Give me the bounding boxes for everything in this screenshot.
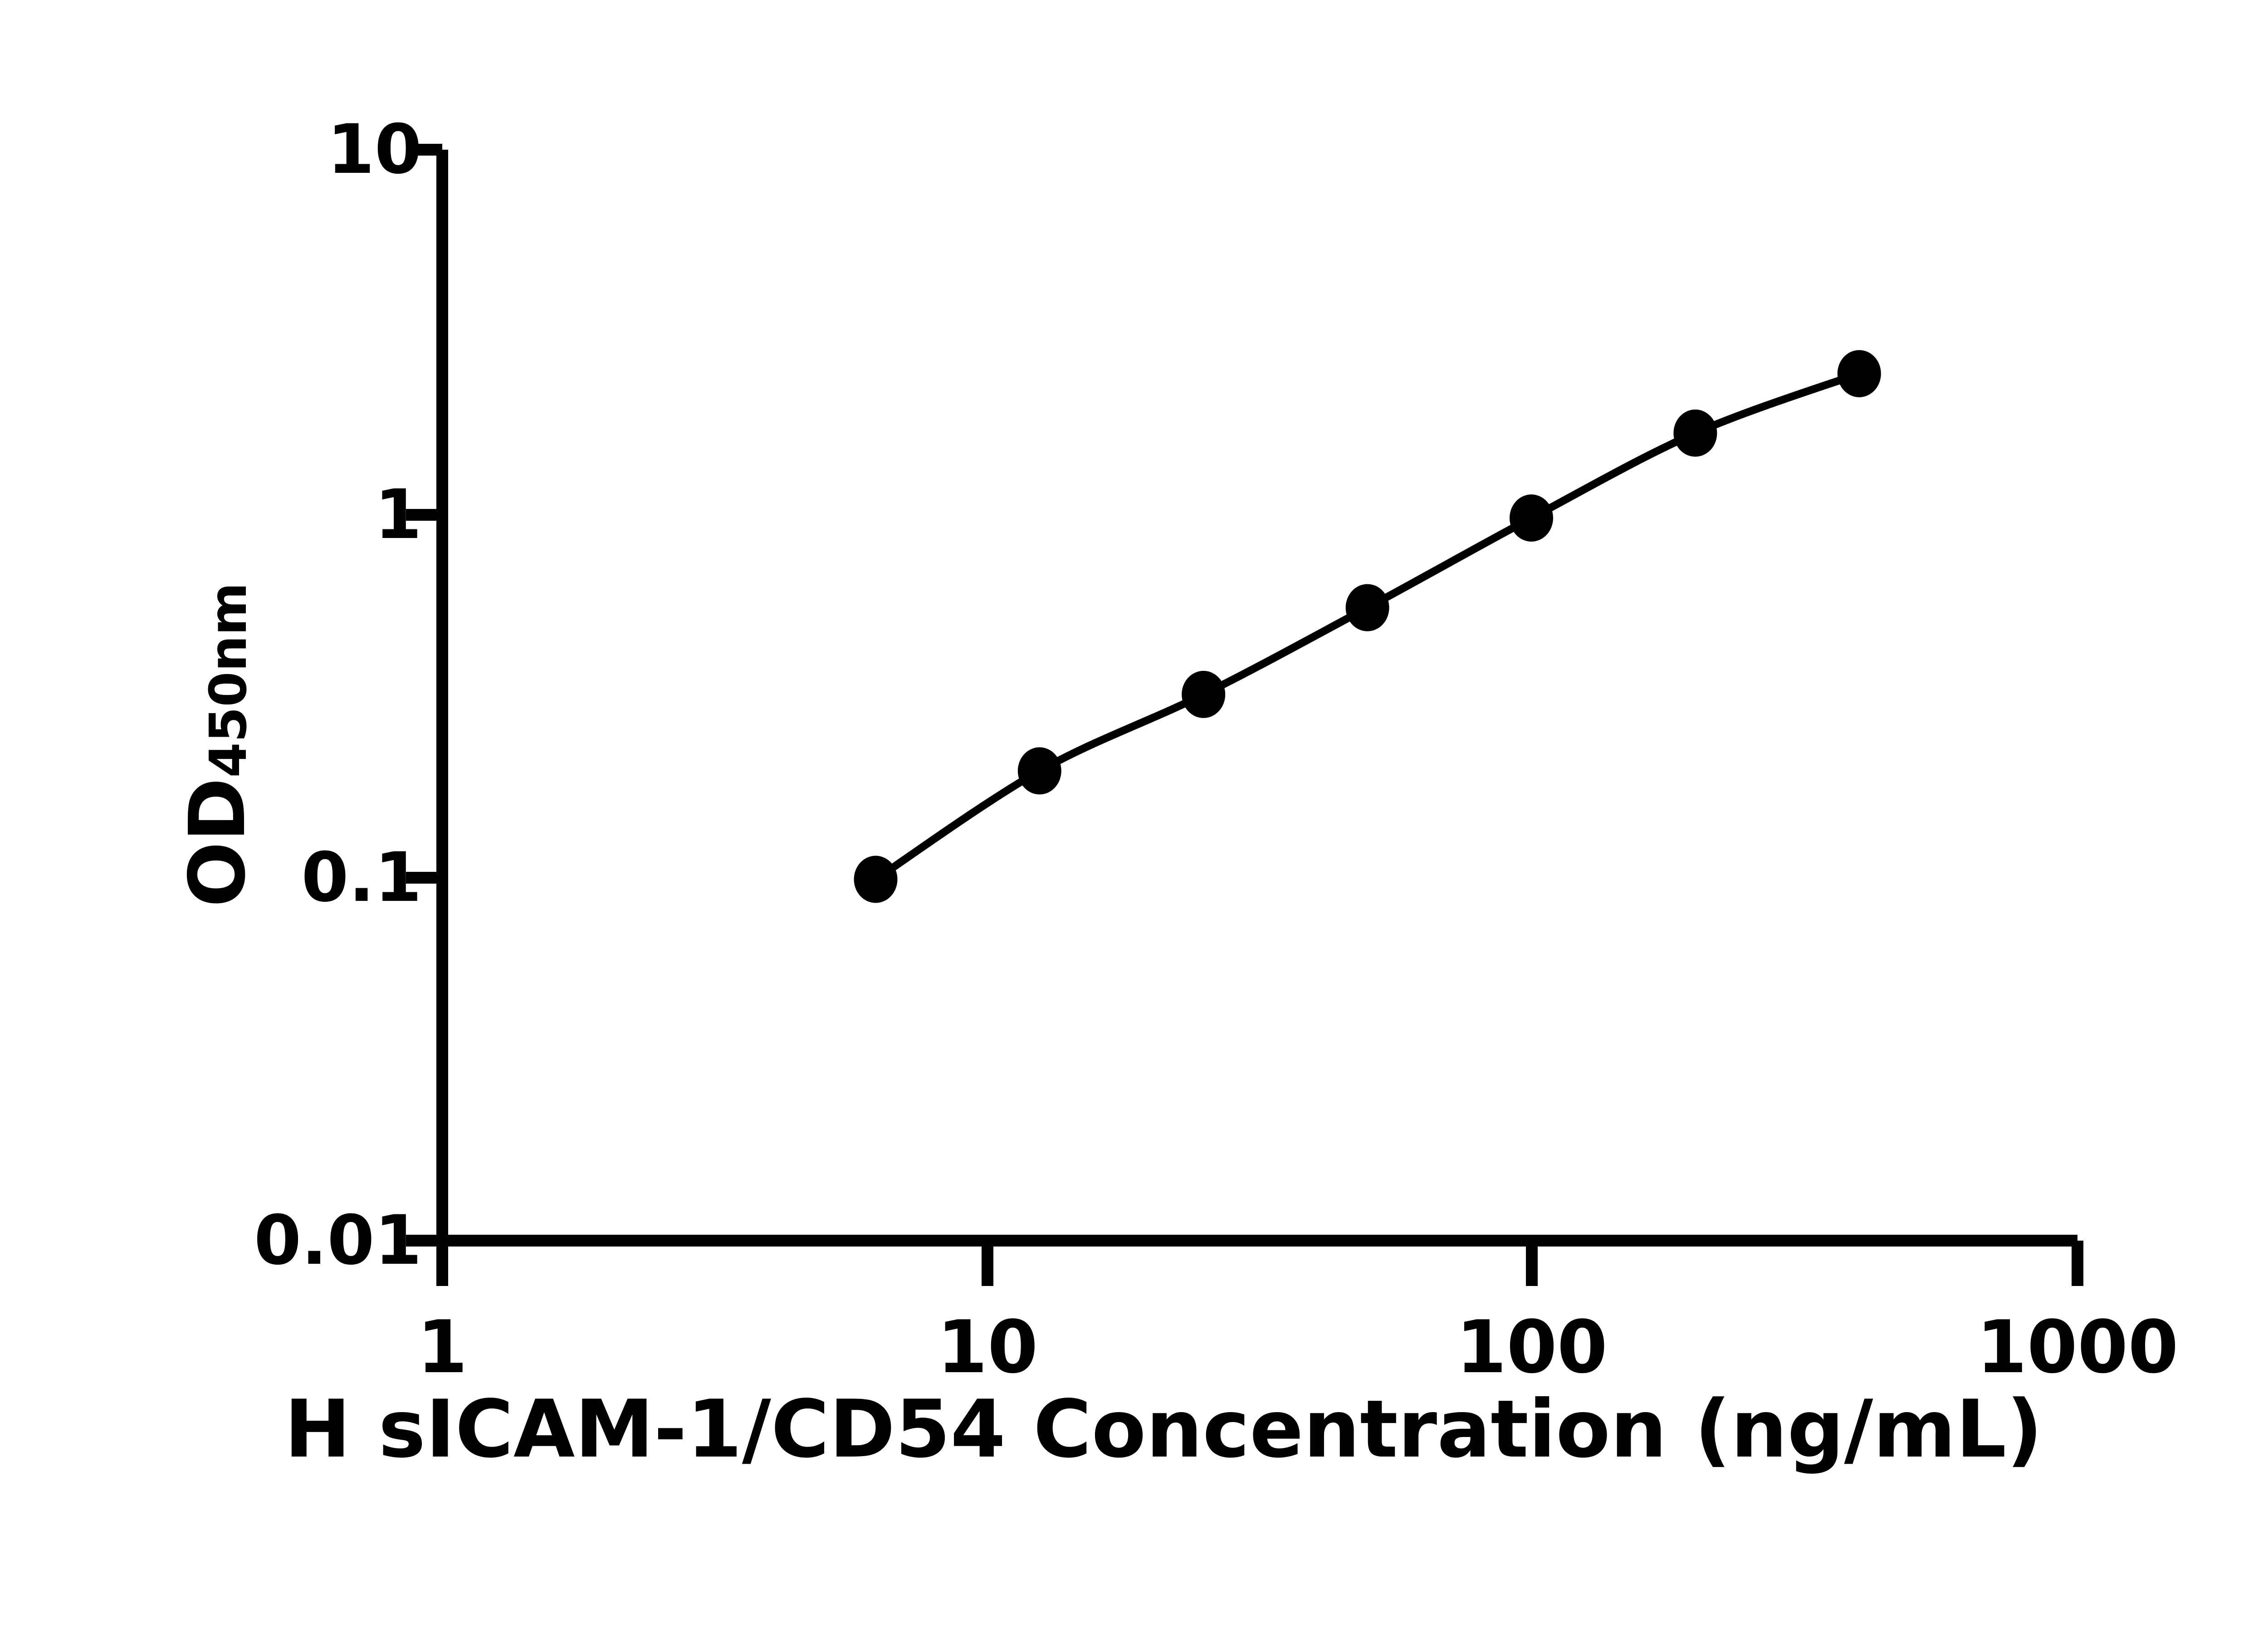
x-tick-label-100: 100 — [1456, 1305, 1608, 1389]
data-point — [1837, 350, 1881, 397]
x-tick-label-1: 1 — [417, 1305, 468, 1389]
y-tick-label-0-1: 0.1 — [301, 838, 422, 917]
y-tick-label-0-01: 0.01 — [254, 1201, 422, 1280]
data-point — [1182, 670, 1226, 718]
series-markers — [854, 350, 1881, 903]
x-axis-ticks — [436, 1241, 2083, 1286]
x-axis-title: H sICAM-1/CD54 Concentration (ng/mL) — [284, 1384, 2043, 1476]
data-point — [1345, 584, 1389, 631]
data-point — [1510, 494, 1553, 542]
x-tick-label-10: 10 — [937, 1305, 1038, 1389]
data-point — [1673, 409, 1717, 457]
x-tick-label-1000: 1000 — [1976, 1305, 2179, 1389]
data-point — [854, 856, 898, 903]
data-point — [1017, 747, 1061, 795]
y-axis-ticks — [406, 144, 442, 1247]
